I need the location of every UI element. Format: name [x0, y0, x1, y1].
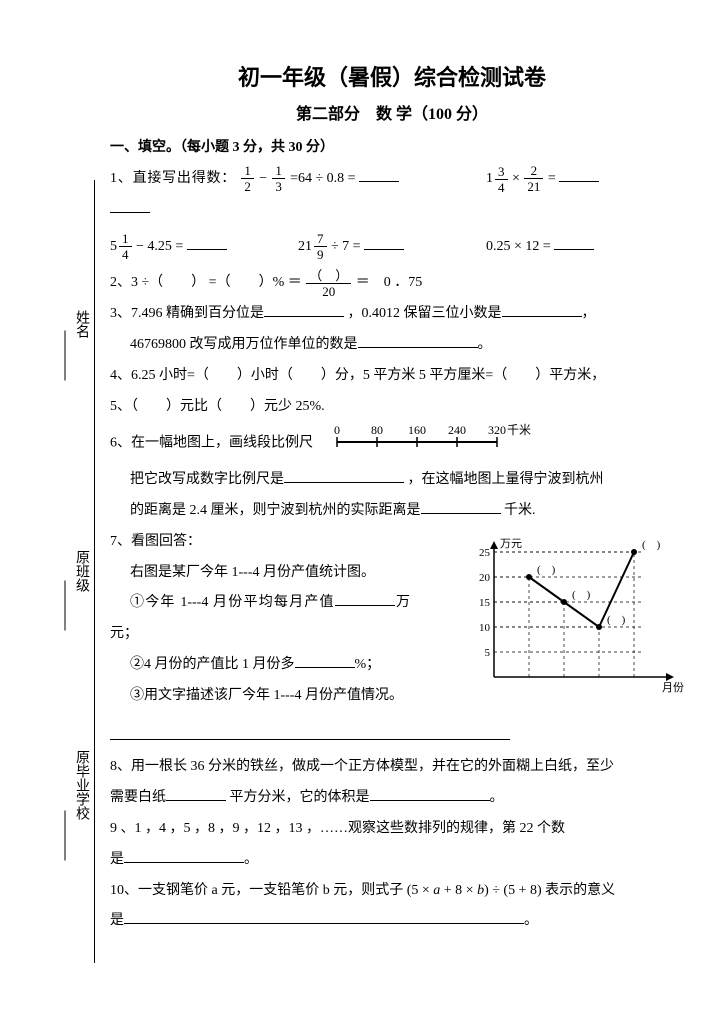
q1-label: 1、直接写出得数： — [110, 171, 236, 186]
question-5: 5、（ ）元比（ ）元少 25%. — [110, 392, 674, 423]
question-8: 8、用一根长 36 分米的铁丝，做成一个正方体模型，并在它的外面糊上白纸，至少 … — [110, 752, 674, 814]
question-2: 2、3 ÷（ ） =（ ）% ＝ （ ）20 ＝ 0 ．75 — [110, 268, 674, 299]
svg-text:25: 25 — [479, 547, 491, 559]
svg-text:5: 5 — [485, 647, 491, 659]
section-1-title: 一、填空。（每小题 3 分，共 30 分） — [110, 136, 674, 156]
question-1: 1、直接写出得数： 12 − 13 = 64 ÷ 0.8 = 134 × 221… — [110, 164, 674, 262]
question-9: 9 、1 ，4 ，5 ，8 ，9 ，12 ，13 ，……观察这些数排列的规律，第… — [110, 814, 674, 876]
svg-text:( ): ( ) — [607, 614, 626, 626]
exam-title: 初一年级（暑假）综合检测试卷 — [110, 60, 674, 92]
question-6: 6、在一幅地图上，画线段比例尺 080160240320千米 把它改写成数字比例… — [110, 422, 674, 526]
svg-text:万元: 万元 — [500, 538, 522, 550]
svg-text:160: 160 — [408, 423, 426, 437]
svg-text:( ): ( ) — [572, 589, 591, 601]
svg-text:0: 0 — [334, 423, 340, 437]
svg-text:20: 20 — [479, 572, 491, 584]
question-7: 510152025万元月份1234( )( )( )( ) 7、看图回答： 右图… — [110, 527, 674, 712]
svg-text:15: 15 — [479, 597, 491, 609]
svg-text:240: 240 — [448, 423, 466, 437]
question-3: 3、7.496 精确到百分位是 ，0.4012 保留三位小数是， 4676980… — [110, 299, 674, 361]
svg-text:( ): ( ) — [537, 564, 556, 576]
svg-text:月份: 月份 — [662, 681, 684, 694]
svg-text:千米: 千米 — [507, 423, 531, 437]
question-4: 4、6.25 小时=（ ）小时（ ）分，5 平方米 5 平方厘米=（ ）平方米， — [110, 361, 674, 392]
question-10: 10、一支钢笔价 a 元，一支铅笔价 b 元，则式子 (5 × a + 8 × … — [110, 876, 674, 938]
svg-text:10: 10 — [479, 622, 491, 634]
svg-text:( ): ( ) — [642, 539, 661, 551]
svg-text:80: 80 — [371, 423, 383, 437]
production-line-chart: 510152025万元月份1234( )( )( )( ) — [464, 537, 684, 720]
exam-subtitle: 第二部分 数 学（100 分） — [110, 100, 674, 124]
svg-text:320: 320 — [488, 423, 506, 437]
scale-ruler: 0 80 160 240 320千米 — [327, 422, 557, 465]
q10-expression: (5 × a + 8 × b) ÷ (5 + 8) — [407, 883, 542, 898]
